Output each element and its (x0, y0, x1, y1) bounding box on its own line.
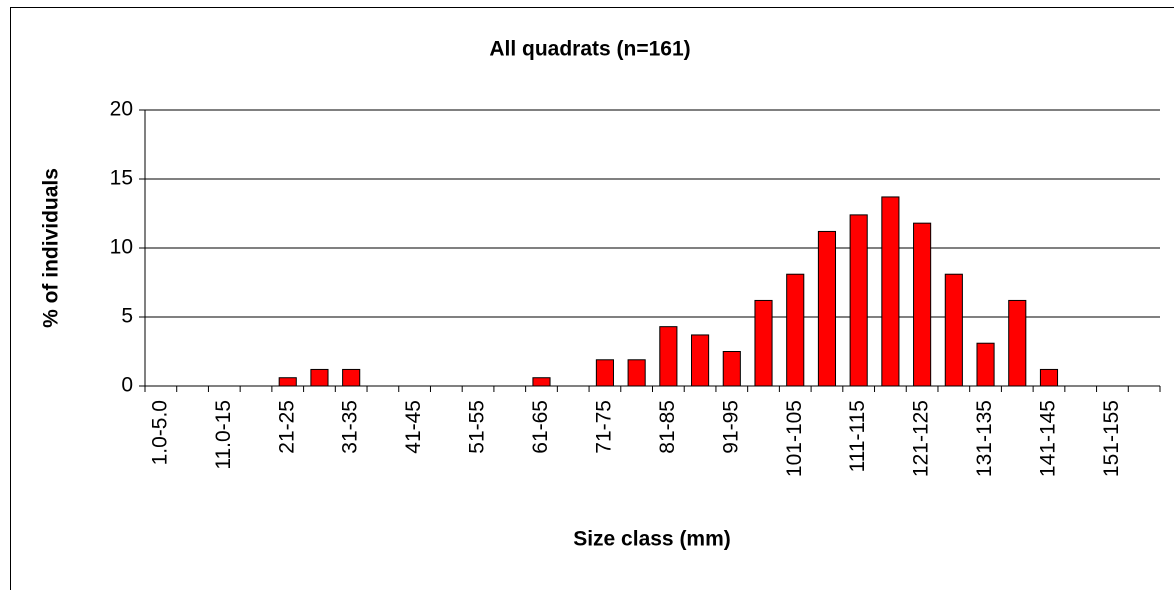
y-axis-title: % of individuals (40, 168, 63, 328)
y-tick-label: 15 (110, 167, 133, 190)
x-tick-label: 31-35 (339, 400, 362, 454)
x-tick-label: 91-95 (719, 400, 742, 454)
x-tick-label: 151-155 (1100, 400, 1123, 477)
bar (691, 334, 710, 387)
y-tick-label: 20 (110, 98, 133, 121)
bar (595, 359, 614, 387)
bar (786, 273, 805, 387)
bar (1039, 368, 1059, 387)
bar (817, 230, 837, 387)
y-title-clip: % of individuals (40, 168, 63, 328)
bar (881, 196, 900, 387)
bar (849, 214, 868, 387)
bar (659, 326, 678, 387)
bar (627, 359, 646, 387)
x-tick-label: 131-135 (973, 400, 996, 477)
bar (342, 368, 361, 387)
y-tick-label: 10 (110, 236, 133, 259)
x-tick-label: 21-25 (275, 400, 298, 454)
bar (754, 299, 773, 387)
y-tick-label: 5 (121, 305, 133, 328)
bar (944, 273, 963, 387)
bar (976, 342, 995, 387)
bar (1008, 299, 1027, 387)
x-tick-label: 41-45 (402, 400, 425, 454)
x-tick-label: 111-115 (846, 400, 869, 472)
x-axis-title: Size class (mm) (573, 528, 731, 551)
bar (278, 377, 297, 387)
y-tick-label: 0 (121, 374, 133, 397)
x-tick-label: 81-85 (656, 400, 679, 454)
chart-title: All quadrats (n=161) (489, 38, 690, 61)
x-tick-label: 11.0-15 (212, 400, 235, 470)
bar (310, 368, 329, 387)
x-tick-label: 1.0-5.0 (148, 400, 171, 465)
x-tick-label: 141-145 (1037, 400, 1060, 477)
x-tick-label: 51-55 (466, 400, 489, 454)
x-tick-label: 71-75 (592, 400, 615, 454)
bar (913, 222, 932, 387)
x-tick-label: 61-65 (529, 400, 552, 454)
chart-border (10, 7, 1174, 590)
bar (532, 377, 551, 387)
x-tick-label: 121-125 (910, 400, 933, 477)
bar (722, 351, 741, 387)
x-tick-label: 101-105 (783, 400, 806, 477)
